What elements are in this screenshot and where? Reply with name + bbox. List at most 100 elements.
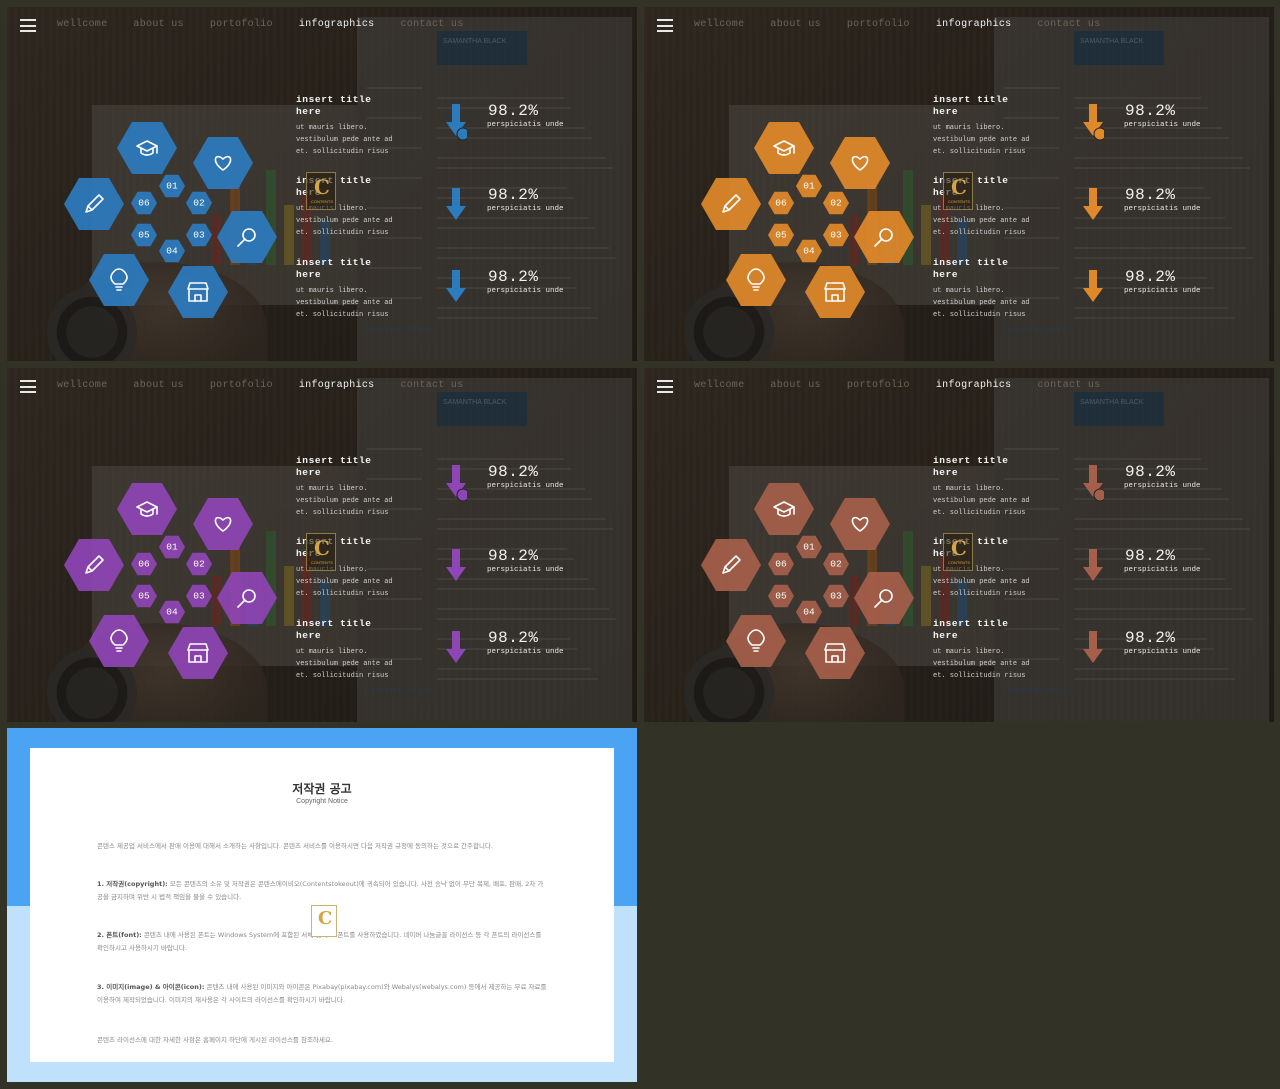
nav-item-about-us[interactable]: about us	[133, 19, 184, 30]
down-arrow-icon	[445, 188, 467, 224]
stat-block: 98.2% perspiciatis unde	[1082, 186, 1222, 228]
hamburger-menu-icon[interactable]	[657, 380, 673, 393]
hex-number-06: 06	[138, 198, 150, 209]
hex-number-02: 02	[830, 559, 842, 570]
lightbulb-icon	[110, 629, 128, 652]
stat-value: 98.2%	[1125, 186, 1176, 204]
hex-number-01: 01	[166, 542, 178, 553]
stat-label: perspiciatis unde	[487, 648, 564, 656]
stat-label: perspiciatis unde	[487, 121, 564, 129]
nav-item-contact-us[interactable]: contact us	[400, 380, 464, 391]
hex-number-05: 05	[138, 591, 150, 602]
store-icon	[187, 643, 209, 663]
hex-number-01: 01	[803, 542, 815, 553]
stat-label: perspiciatis unde	[1124, 648, 1201, 656]
nav-item-portofolio[interactable]: portofolio	[846, 19, 910, 30]
pencil-icon	[722, 555, 741, 574]
hex-number-02: 02	[830, 198, 842, 209]
stat-block: 98.2% perspiciatis unde	[1082, 102, 1222, 144]
hex-number-01: 01	[803, 181, 815, 192]
nav-item-wellcome[interactable]: wellcome	[57, 19, 108, 30]
hex-number-02: 02	[193, 559, 205, 570]
lightbulb-icon	[747, 268, 765, 291]
stat-value: 98.2%	[488, 629, 539, 647]
nav-item-about-us[interactable]: about us	[133, 380, 184, 391]
store-icon	[824, 282, 846, 302]
nav-item-about-us[interactable]: about us	[770, 380, 821, 391]
stat-value: 98.2%	[1125, 463, 1176, 481]
pencil-icon	[722, 194, 741, 213]
hex-number-05: 05	[775, 230, 787, 241]
nav-item-contact-us[interactable]: contact us	[1037, 19, 1101, 30]
stat-block: 98.2% perspiciatis unde	[1082, 547, 1222, 589]
search-icon	[874, 228, 893, 247]
hexagon-diagram: 01 02 03 04 05 06	[64, 483, 277, 679]
stat-label: perspiciatis unde	[1124, 205, 1201, 213]
graduation-cap-icon	[773, 501, 795, 517]
hexagon-diagram: 01 02 03 04 05 06	[701, 122, 914, 318]
notice-subtitle: Copyright Notice	[296, 798, 348, 805]
hex-number-04: 04	[166, 246, 178, 257]
nav-item-wellcome[interactable]: wellcome	[57, 380, 108, 391]
watermark-logo: C CONTENTS	[943, 533, 973, 571]
nav-item-wellcome[interactable]: wellcome	[694, 380, 745, 391]
notice-card: 저작권 공고 Copyright Notice 콘텐스 제공업 서비스에서 판매…	[30, 748, 614, 1062]
hamburger-menu-icon[interactable]	[20, 380, 36, 393]
store-icon	[824, 643, 846, 663]
nav-item-about-us[interactable]: about us	[770, 19, 821, 30]
nav-item-wellcome[interactable]: wellcome	[694, 19, 745, 30]
nav-item-infographics[interactable]: infographics	[935, 19, 1012, 30]
slide-blue: SAMANTHA BLACK Samantha Black wellcome ab…	[7, 7, 637, 361]
hamburger-menu-icon[interactable]	[20, 19, 36, 32]
nav-item-infographics[interactable]: infographics	[935, 380, 1012, 391]
hexagon-diagram: 01 02 03 04 05 06	[701, 483, 914, 679]
nav-item-portofolio[interactable]: portofolio	[209, 380, 273, 391]
nav-item-portofolio[interactable]: portofolio	[846, 380, 910, 391]
stat-value: 98.2%	[1125, 102, 1176, 120]
item-description: ut mauris libero.vestibulum pede ante ad…	[296, 287, 393, 319]
hex-number-06: 06	[775, 559, 787, 570]
hex-number-03: 03	[193, 230, 205, 241]
hex-number-05: 05	[775, 591, 787, 602]
store-icon	[187, 282, 209, 302]
down-arrow-icon	[1082, 104, 1107, 141]
nav-item-portofolio[interactable]: portofolio	[209, 19, 273, 30]
stat-value: 98.2%	[1125, 629, 1176, 647]
stat-value: 98.2%	[488, 547, 539, 565]
down-arrow-icon	[445, 631, 467, 667]
nav-item-infographics[interactable]: infographics	[298, 19, 375, 30]
pencil-icon	[85, 194, 104, 213]
hex-number-05: 05	[138, 230, 150, 241]
stat-block: 98.2% perspiciatis unde	[1082, 463, 1222, 505]
down-arrow-icon	[445, 270, 467, 306]
hamburger-menu-icon[interactable]	[657, 19, 673, 32]
stat-value: 98.2%	[1125, 268, 1176, 286]
item-description: ut mauris libero.vestibulum pede ante ad…	[296, 124, 393, 156]
nav-item-contact-us[interactable]: contact us	[1037, 380, 1101, 391]
nav-item-contact-us[interactable]: contact us	[400, 19, 464, 30]
top-nav: wellcome about us portofolio infographics co…	[694, 380, 1127, 391]
down-arrow-icon	[1082, 188, 1104, 224]
notice-section-copyright: 1. 저작권(copyright): 모든 콘텐츠의 소유 및 저작권은 콘텐스…	[97, 880, 544, 901]
stat-block: 98.2% perspiciatis unde	[1082, 629, 1222, 671]
hexagon-diagram: 01 02 03 04 05 06	[64, 122, 277, 318]
nav-item-infographics[interactable]: infographics	[298, 380, 375, 391]
top-nav: wellcome about us portofolio infographics co…	[57, 380, 490, 391]
notice-title: 저작권 공고	[292, 782, 352, 796]
stat-label: perspiciatis unde	[487, 205, 564, 213]
stat-block: 98.2% perspiciatis unde	[445, 629, 585, 671]
hex-number-04: 04	[803, 607, 815, 618]
pencil-icon	[85, 555, 104, 574]
slide-orange: SAMANTHA BLACK Samantha Black wellcome ab…	[644, 7, 1274, 361]
stat-block: 98.2% perspiciatis unde	[445, 268, 585, 310]
hex-number-02: 02	[193, 198, 205, 209]
